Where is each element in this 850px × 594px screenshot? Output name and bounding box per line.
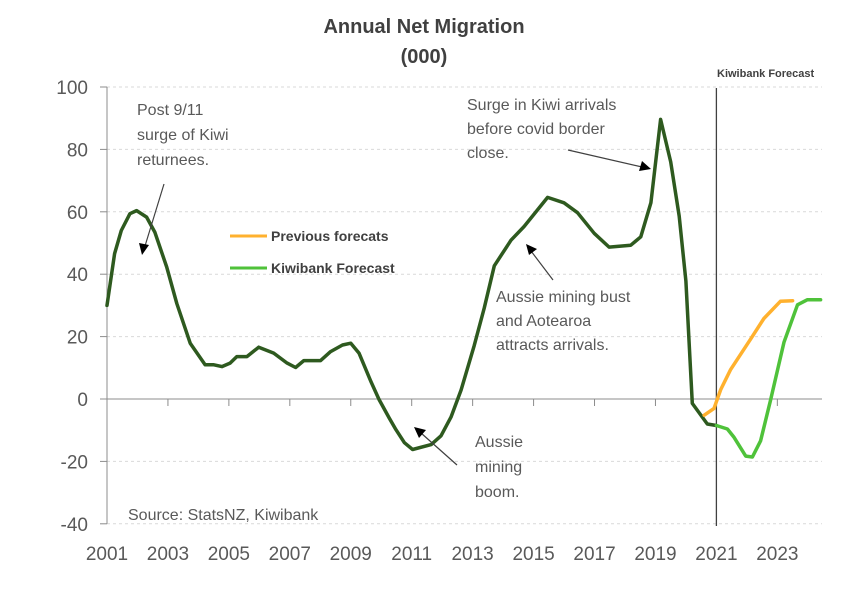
annotation-line: Aussie [475,434,523,451]
annotation-line: before covid border [467,121,606,138]
annotation-line: boom. [475,484,519,501]
x-tick-label: 2019 [634,544,676,565]
x-tick-label: 2005 [208,544,250,565]
y-tick-label: 40 [67,265,88,286]
x-tick-label: 2021 [695,544,737,565]
annotation-line: surge of Kiwi [137,127,229,144]
x-tick-label: 2007 [269,544,311,565]
annotation-line: close. [467,145,509,162]
y-tick-label: 20 [67,328,88,349]
y-tick-label: -40 [61,515,88,536]
y-tick-label: 100 [56,78,88,99]
x-tick-label: 2017 [573,544,615,565]
series-line-historical [105,117,719,452]
annotation-line: and Aotearoa [496,313,591,330]
x-tick-label: 2015 [512,544,554,565]
annotation-arrow [420,432,458,466]
chart-title: Annual Net Migration [323,16,524,38]
gridlines [107,86,822,525]
annotation-line: returnees. [137,152,209,169]
x-tick-label: 2003 [147,544,189,565]
x-tick-label: 2009 [330,544,372,565]
annotation-mining-bust: Aussie mining bust and Aotearoa attracts… [496,244,631,354]
annotation-arrow [567,149,643,168]
annotation-line: mining [475,459,522,476]
series-line-previous-forecasts [702,298,795,417]
annotation-post-911: Post 9/11 surge of Kiwi returnees. [137,102,229,255]
x-tick-label: 2023 [756,544,798,565]
arrowhead-icon [139,243,149,255]
chart-subtitle: (000) [401,46,448,68]
series-lines [105,117,823,459]
y-tick-label: 60 [67,203,88,224]
x-tick-label: 2001 [86,544,128,565]
annotation-covid: Surge in Kiwi arrivals before covid bord… [467,97,651,171]
annotation-line: Post 9/11 [137,102,204,119]
annotation-mining-boom: Aussie mining boom. [414,427,523,501]
annotation-arrow [144,183,165,247]
source-note: Source: StatsNZ, Kiwibank [128,507,319,524]
legend-label-previous: Previous forecats [271,228,389,244]
arrowhead-icon [639,161,651,171]
annotation-line: Surge in Kiwi arrivals [467,97,616,114]
arrowhead-icon [414,427,426,438]
arrowhead-icon [526,244,537,255]
forecast-marker-label: Kiwibank Forecast [717,68,815,80]
annotation-arrow [530,250,554,281]
x-tick-label: 2013 [451,544,493,565]
annotation-line: Aussie mining bust [496,289,631,306]
series-line-kiwibank-forecast [714,298,823,459]
legend-label-kiwibank: Kiwibank Forecast [271,260,395,276]
legend: Previous forecats Kiwibank Forecast [230,228,395,276]
annotation-line: attracts arrivals. [496,337,609,354]
y-tick-label: 0 [77,390,88,411]
y-tick-label: -20 [61,452,88,473]
x-tick-label: 2011 [391,544,432,565]
y-tick-label: 80 [67,140,88,161]
